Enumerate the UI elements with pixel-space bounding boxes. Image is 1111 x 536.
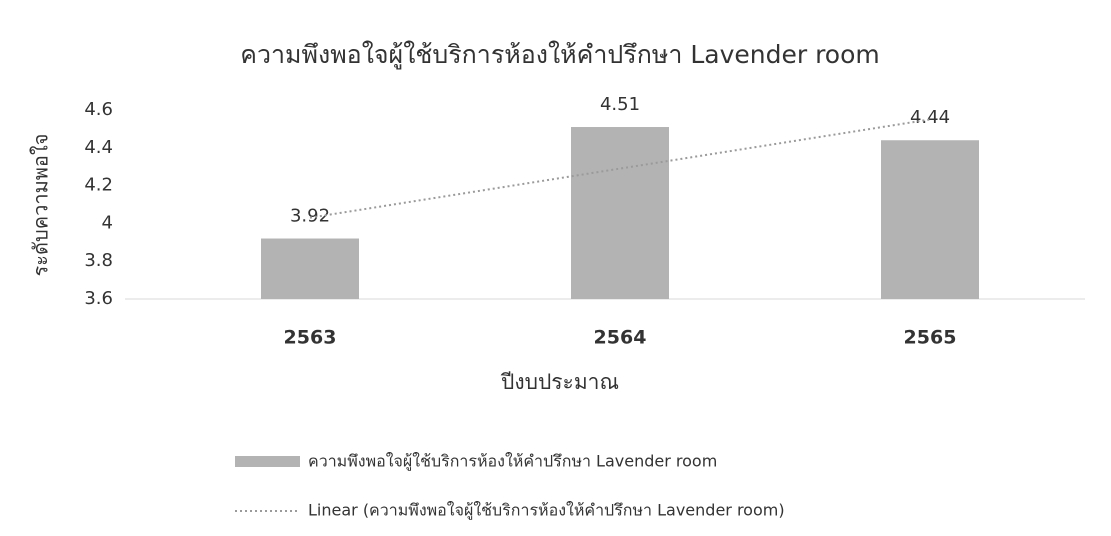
data-label: 4.51 (600, 94, 640, 115)
bar (261, 238, 359, 299)
x-tick-label: 2565 (904, 327, 957, 349)
y-tick-label: 4 (102, 212, 113, 233)
x-axis-label: ปีงบประมาณ (500, 370, 619, 394)
y-tick-label: 4.6 (84, 99, 113, 120)
y-axis-label: ระดับความพอใจ (29, 134, 53, 277)
x-tick-label: 2563 (284, 327, 337, 349)
bar (881, 140, 979, 299)
chart-title: ความพึงพอใจผู้ใช้บริการห้องให้คำปรึกษา L… (240, 40, 880, 70)
y-tick-label: 4.2 (84, 175, 113, 196)
legend-label: ความพึงพอใจผู้ใช้บริการห้องให้คำปรึกษา L… (308, 452, 717, 472)
legend-label: Linear (ความพึงพอใจผู้ใช้บริการห้องให้คำ… (308, 501, 785, 521)
legend-swatch (235, 456, 300, 467)
x-tick-label: 2564 (594, 327, 647, 349)
y-tick-label: 3.6 (84, 288, 113, 309)
bar (571, 127, 669, 299)
y-tick-label: 4.4 (84, 137, 113, 158)
y-tick-label: 3.8 (84, 250, 113, 271)
data-label: 4.44 (910, 107, 950, 128)
data-label: 3.92 (290, 206, 330, 227)
